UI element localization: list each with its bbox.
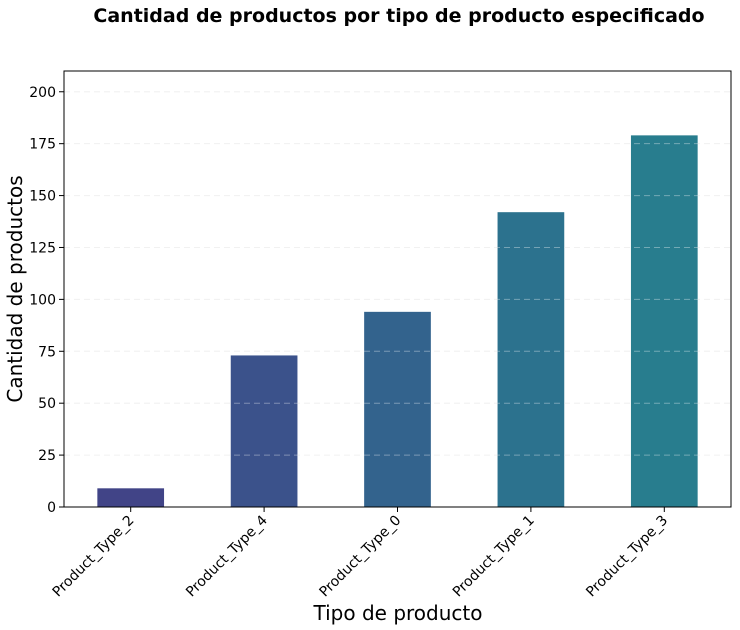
- chart-title: Cantidad de productos por tipo de produc…: [93, 5, 704, 27]
- y-tick-label: 150: [29, 189, 56, 205]
- bar-Product_Type_2: [97, 488, 165, 507]
- y-tick-label: 25: [38, 448, 56, 464]
- y-axis-ticks: 0 25 50 75 100 125 150 175 200: [29, 85, 64, 516]
- x-axis-label: Tipo de producto: [313, 601, 483, 625]
- bar-Product_Type_4: [230, 355, 298, 507]
- grid-lines-overlay: [64, 91, 731, 456]
- bars: [97, 135, 698, 507]
- y-tick-label: 100: [29, 292, 56, 308]
- x-tick-label: Product_Type_0: [316, 513, 404, 601]
- x-tick-label: Product_Type_2: [50, 513, 138, 601]
- y-axis-label: Cantidad de productos: [3, 175, 27, 402]
- y-tick-label: 50: [38, 396, 56, 412]
- y-tick-label: 175: [29, 137, 56, 153]
- x-tick-label: Product_Type_4: [183, 512, 271, 600]
- bar-Product_Type_0: [364, 311, 431, 507]
- y-tick-label: 200: [29, 85, 56, 101]
- y-tick-label: 0: [47, 500, 56, 516]
- bar-Product_Type_3: [630, 135, 698, 507]
- x-axis-ticks: Product_Type_2 Product_Type_4 Product_Type…: [50, 507, 671, 600]
- y-tick-label: 75: [38, 344, 56, 360]
- y-tick-label: 125: [29, 240, 56, 256]
- x-tick-label: Product_Type_3: [583, 513, 671, 601]
- x-tick-label: Product_Type_1: [450, 513, 538, 601]
- bar-Product_Type_1: [497, 212, 565, 507]
